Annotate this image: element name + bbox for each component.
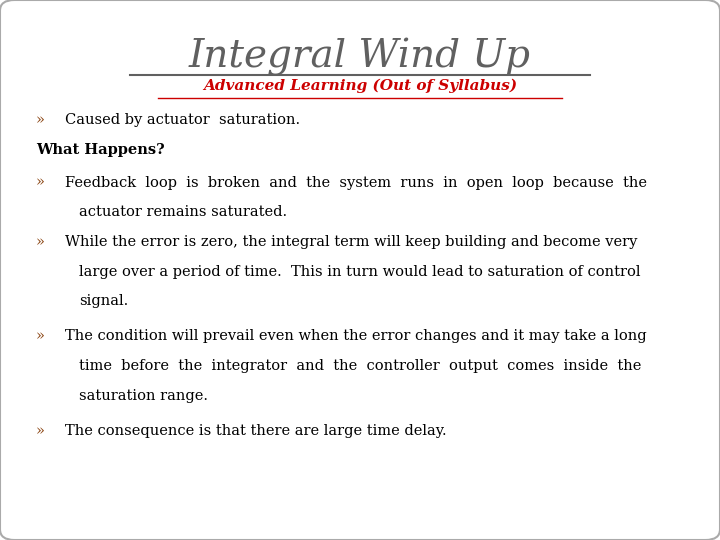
- Text: »: »: [36, 424, 45, 438]
- Text: »: »: [36, 176, 45, 190]
- Text: The condition will prevail even when the error changes and it may take a long: The condition will prevail even when the…: [65, 329, 647, 343]
- Text: »: »: [36, 235, 45, 249]
- Text: Integral Wind Up: Integral Wind Up: [189, 38, 531, 76]
- Text: actuator remains saturated.: actuator remains saturated.: [79, 205, 287, 219]
- Text: Advanced Learning (Out of Syllabus): Advanced Learning (Out of Syllabus): [203, 78, 517, 93]
- Text: Feedback  loop  is  broken  and  the  system  runs  in  open  loop  because  the: Feedback loop is broken and the system r…: [65, 176, 647, 190]
- Text: »: »: [36, 113, 45, 127]
- Text: While the error is zero, the integral term will keep building and become very: While the error is zero, the integral te…: [65, 235, 637, 249]
- Text: Caused by actuator  saturation.: Caused by actuator saturation.: [65, 113, 300, 127]
- Text: signal.: signal.: [79, 294, 128, 308]
- Text: saturation range.: saturation range.: [79, 389, 208, 403]
- Text: »: »: [36, 329, 45, 343]
- Text: large over a period of time.  This in turn would lead to saturation of control: large over a period of time. This in tur…: [79, 265, 641, 279]
- Text: The consequence is that there are large time delay.: The consequence is that there are large …: [65, 424, 446, 438]
- Text: time  before  the  integrator  and  the  controller  output  comes  inside  the: time before the integrator and the contr…: [79, 359, 642, 373]
- Text: What Happens?: What Happens?: [36, 143, 165, 157]
